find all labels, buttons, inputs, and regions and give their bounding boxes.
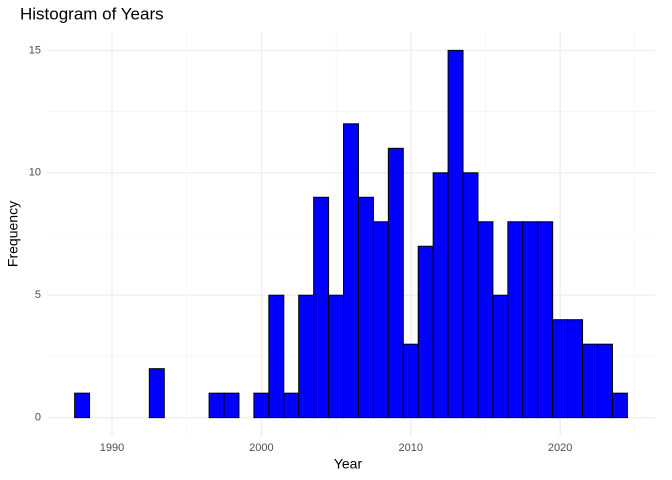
x-tick-label: 2010 (399, 442, 423, 454)
bar (372, 221, 389, 419)
y-axis-label: Frequency (5, 201, 21, 267)
bar (522, 221, 539, 419)
bar (611, 392, 628, 419)
bar (148, 368, 165, 419)
bar (432, 172, 449, 419)
bar (268, 294, 285, 419)
bar (462, 172, 479, 419)
x-axis-label: Year (334, 456, 363, 472)
bar (387, 147, 404, 419)
bar (343, 123, 359, 419)
y-tick-label: 10 (29, 167, 41, 179)
bar (357, 196, 374, 419)
bar (313, 196, 330, 419)
x-tick-label: 2000 (249, 442, 273, 454)
y-tick-label: 15 (29, 44, 41, 56)
bar (253, 392, 270, 419)
y-tick-label: 0 (35, 412, 41, 424)
bar (208, 392, 225, 419)
bar (552, 319, 569, 419)
bar (328, 294, 345, 419)
bar (492, 294, 509, 419)
bar (74, 392, 91, 419)
x-tick-label: 2020 (548, 442, 572, 454)
x-tick-label: 1990 (100, 442, 124, 454)
bar (298, 294, 315, 419)
bar (417, 245, 434, 419)
bar (567, 319, 584, 419)
bar (507, 221, 524, 419)
bar (537, 221, 554, 419)
bar (596, 343, 613, 419)
bar (447, 49, 464, 419)
bar (582, 343, 598, 419)
bar (477, 221, 494, 419)
chart-title: Histogram of Years (20, 4, 164, 23)
y-tick-label: 5 (35, 289, 41, 301)
bar (402, 343, 419, 419)
bar (223, 392, 240, 419)
bar (283, 392, 300, 419)
